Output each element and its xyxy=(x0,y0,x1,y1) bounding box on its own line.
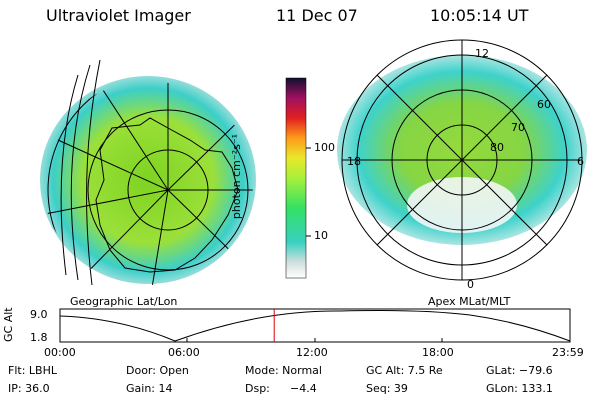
info-mode: Mode: Normal xyxy=(245,364,322,377)
right-panel-caption: Apex MLat/MLT xyxy=(428,295,511,308)
time-label: 10:05:14 UT xyxy=(430,6,529,25)
date-label: 11 Dec 07 xyxy=(276,6,358,25)
altitude-curve xyxy=(59,310,571,342)
polar-plot xyxy=(337,39,587,281)
lat-label-70: 70 xyxy=(511,121,525,134)
info-gc-alt: GC Alt: 7.5 Re xyxy=(366,364,443,377)
altitude-xtick-0600: 06:00 xyxy=(168,346,200,359)
info-glon: GLon: 133.1 xyxy=(486,382,553,395)
info-ip: IP: 36.0 xyxy=(8,382,50,395)
antarctica-coastline xyxy=(95,117,239,273)
info-gain: Gain: 14 xyxy=(126,382,173,395)
info-flt: Flt: LBHL xyxy=(8,364,57,377)
altitude-x-ticks xyxy=(59,338,571,342)
altitude-plot-frame xyxy=(59,308,571,343)
meridian-lines xyxy=(60,59,101,286)
left-panel-caption: Geographic Lat/Lon xyxy=(70,295,178,308)
colorbar-label-100: 100 xyxy=(314,141,335,154)
lat-label-60: 60 xyxy=(537,98,551,111)
altitude-ytick-low: 1.8 xyxy=(30,331,48,344)
info-seq: Seq: 39 xyxy=(366,382,408,395)
mlt-label-12: 12 xyxy=(475,47,489,60)
colorbar-unit-label: photon cm⁻²s⁻¹ xyxy=(230,133,244,220)
altitude-xtick-0000: 00:00 xyxy=(44,346,76,359)
auroral-emission-left xyxy=(40,76,256,284)
lat-label-80: 80 xyxy=(490,141,504,154)
altitude-ytick-high: 9.0 xyxy=(30,308,48,321)
polar-grid xyxy=(341,39,583,281)
altitude-ylabel: GC Alt xyxy=(2,307,15,342)
mlt-label-18: 18 xyxy=(347,155,361,168)
info-dsp-value: −4.4 xyxy=(290,382,317,395)
mlt-label-6: 6 xyxy=(577,155,584,168)
geographic-image xyxy=(40,59,256,286)
colorbar xyxy=(285,77,307,279)
info-door: Door: Open xyxy=(126,364,189,377)
mlt-label-0: 0 xyxy=(467,278,474,291)
info-glat: GLat: −79.6 xyxy=(486,364,553,377)
info-dsp-label: Dsp: xyxy=(245,382,270,395)
altitude-xtick-1200: 12:00 xyxy=(296,346,328,359)
altitude-xtick-2359: 23:59 xyxy=(552,346,584,359)
altitude-xtick-1800: 18:00 xyxy=(422,346,454,359)
colorbar-label-10: 10 xyxy=(314,229,328,242)
instrument-title: Ultraviolet Imager xyxy=(46,6,191,25)
